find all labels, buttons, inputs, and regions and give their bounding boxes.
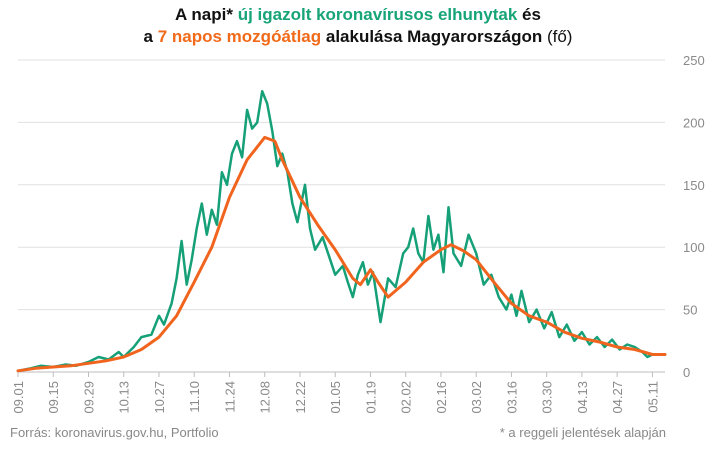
x-tick-label: 05.11 (645, 381, 660, 413)
x-tick-label: 02.02 (399, 381, 414, 414)
x-tick-label: 04.27 (610, 381, 625, 414)
title-text: alakulása Magyarországon (321, 27, 547, 46)
x-tick-label: 01.19 (363, 381, 378, 414)
title-line-2: a 7 napos mozgóátlag alakulása Magyarors… (0, 26, 716, 48)
y-tick-label: 150 (683, 178, 705, 193)
x-tick-label: 03.02 (469, 381, 484, 414)
series-line-daily-deaths (16, 89, 667, 373)
title-text: a (143, 27, 158, 46)
x-tick-label: 12.22 (293, 381, 308, 414)
y-tick-label: 0 (683, 365, 690, 380)
title-daily-deaths: új igazolt koronavírusos elhunytak (237, 5, 518, 24)
y-tick-label: 200 (683, 115, 705, 130)
series-line-moving-average (16, 135, 667, 373)
title-text: és (517, 5, 541, 24)
source-text: Forrás: koronavirus.gov.hu, Portfolio (10, 425, 219, 440)
x-tick-label: 02.16 (434, 381, 449, 414)
x-tick-label: 03.30 (540, 381, 555, 414)
x-tick-label: 01.05 (328, 381, 343, 414)
y-tick-label: 100 (683, 240, 705, 255)
x-tick-label: 11.24 (222, 381, 237, 413)
title-moving-average: 7 napos mozgóátlag (157, 27, 322, 46)
x-tick-label: 04.13 (575, 381, 590, 414)
x-tick-label: 09.15 (46, 381, 61, 414)
title-line-1: A napi* új igazolt koronavírusos elhunyt… (0, 4, 716, 26)
chart-title: A napi* új igazolt koronavírusos elhunyt… (0, 4, 716, 48)
x-tick-label: 10.13 (117, 381, 132, 414)
x-tick-label: 09.29 (81, 381, 96, 414)
footnote-text: * a reggeli jelentések alapján (499, 425, 666, 440)
x-tick-label: 11.10 (187, 381, 202, 413)
y-tick-label: 50 (683, 303, 697, 318)
x-tick-label: 03.16 (504, 381, 519, 414)
x-tick-label: 10.27 (152, 381, 167, 414)
title-text: A napi* (175, 5, 238, 24)
title-unit: (fő) (546, 27, 573, 46)
x-tick-label: 12.08 (258, 381, 273, 414)
y-tick-label: 250 (683, 53, 705, 68)
x-tick-label: 09.01 (11, 381, 26, 414)
